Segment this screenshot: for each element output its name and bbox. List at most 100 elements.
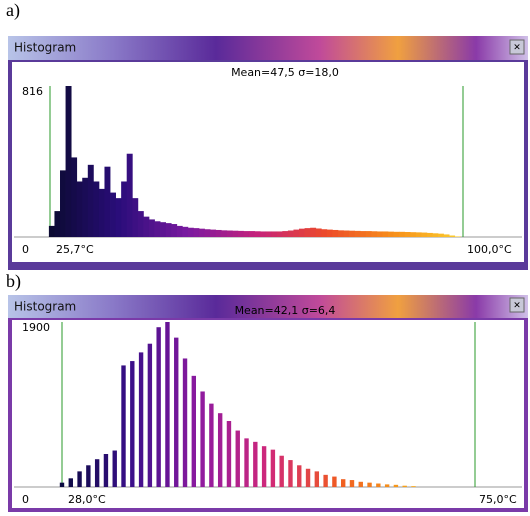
bar [198,228,205,237]
bar [323,474,328,487]
bar [232,230,239,237]
bar [156,327,161,487]
bar [432,233,439,237]
bar [48,225,55,237]
y-tick-label: 1900 [22,321,50,334]
bar [94,459,100,487]
y-tick-label: 0 [22,493,29,506]
bar [217,413,223,487]
bar [282,231,289,237]
bar [449,235,456,237]
bar [237,230,244,237]
bar [103,454,109,487]
bar [76,181,83,237]
bar [200,391,205,487]
bar [182,226,189,237]
bar [87,164,94,237]
window: ✕ Histogram Mean=42,1 σ=6,4 0 1900 28,0°C 75,… [8,295,528,512]
bar [137,211,144,237]
close-button[interactable] [509,297,525,313]
bar [68,478,73,487]
bar [340,479,346,487]
bar [304,228,311,237]
bar [382,231,389,237]
bar [384,484,390,487]
bar [226,230,233,237]
bar [261,446,267,487]
bar [454,236,461,237]
bar [326,229,333,237]
bar [376,231,383,237]
bar [110,192,116,237]
bar [404,232,411,237]
bar [276,231,283,237]
bar [354,230,361,237]
bar [314,471,320,487]
chart-title: Mean=47,5 σ=18,0 [231,66,339,79]
bar [358,481,363,487]
bar [293,229,300,237]
bar [270,449,276,487]
close-button[interactable] [509,39,525,55]
bar [104,166,111,237]
bar [204,229,211,237]
bar [215,229,222,237]
bar [82,177,89,237]
bar [209,403,214,487]
bar [337,230,344,237]
bar [171,224,178,237]
bar [387,231,394,237]
x-tick-label: 25,7°C [56,243,94,256]
bar [349,480,355,487]
bar [244,438,249,487]
bar [235,430,240,487]
bar [288,460,293,487]
bar [321,229,328,237]
bar [121,181,128,237]
bar [310,227,317,237]
bar [130,361,135,487]
bar [279,455,284,487]
bar [182,358,188,487]
bar [437,233,444,237]
bar [226,421,232,487]
bar [165,223,172,237]
bar [243,231,250,237]
close-icon: ✕ [513,43,521,53]
bar [332,476,337,487]
bar [410,232,417,237]
panel-label: a) [6,0,20,21]
bar [86,465,91,487]
bar [399,231,406,237]
bar [98,188,105,237]
bar [343,230,350,237]
bar [165,322,170,487]
title-bar [8,295,528,318]
bar [393,484,399,487]
bar [426,232,433,237]
bar [187,227,194,237]
bar [93,181,100,237]
bar [253,441,258,487]
bar [176,225,183,237]
bar [60,170,66,237]
bar [443,234,450,237]
x-tick-label: 100,0°C [467,243,512,256]
bar [393,231,400,237]
bar [332,229,339,237]
bar [71,157,78,237]
x-tick-label: 75,0°C [479,493,517,506]
close-icon: ✕ [513,301,521,311]
bar [174,337,179,487]
bar [154,221,161,237]
bar [297,465,302,487]
bar [160,222,167,237]
bar [254,231,261,237]
bar [121,365,126,487]
chart-title: Mean=42,1 σ=6,4 [235,304,336,317]
bar [260,231,267,237]
bar [77,471,82,487]
bar [191,375,197,487]
bar [421,232,428,237]
